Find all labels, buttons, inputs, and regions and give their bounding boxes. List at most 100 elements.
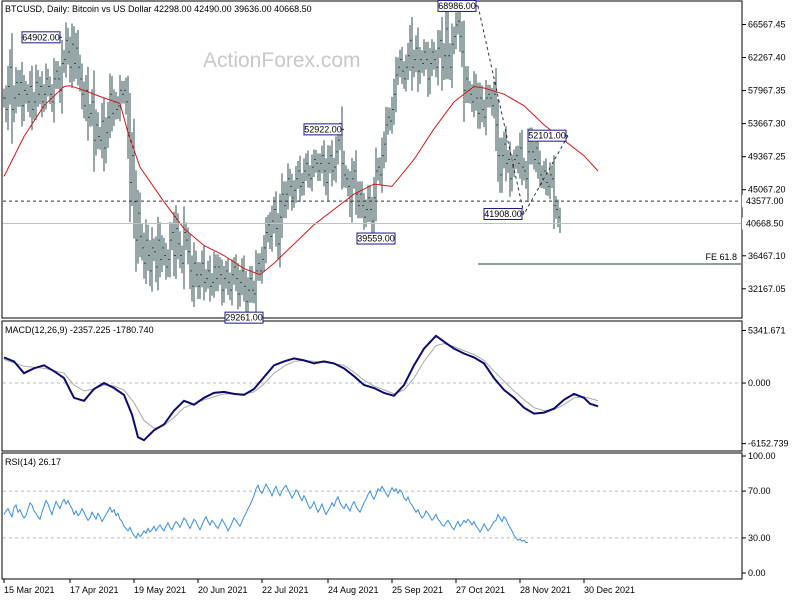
ohlc-bar xyxy=(53,58,55,123)
ohlc-bar xyxy=(351,157,353,223)
ohlc-bar xyxy=(223,265,225,303)
ohlc-bar xyxy=(243,255,245,302)
last-price-tag: 40668.50 xyxy=(746,219,784,229)
ohlc-bar xyxy=(523,157,525,181)
price-chart-header: BTCUSD, Daily: Bitcoin vs US Dollar 4229… xyxy=(5,4,312,14)
ohlc-bar xyxy=(373,177,375,242)
ohlc-bar xyxy=(281,173,283,238)
ohlc-bar xyxy=(413,49,415,78)
ohlc-bar xyxy=(205,269,207,292)
ohlc-bar xyxy=(539,150,541,188)
ohlc-bar xyxy=(141,223,143,261)
rsi-line xyxy=(3,482,529,544)
price-annotation: 41908.00 xyxy=(483,207,524,220)
y-tick-label: 32167.05 xyxy=(748,284,786,294)
y-tick-label: 66567.45 xyxy=(748,20,786,30)
ohlc-bar xyxy=(505,126,507,182)
ohlc-bar xyxy=(303,158,305,196)
ohlc-bar xyxy=(207,260,209,289)
ohlc-bar xyxy=(133,118,135,239)
watermark: ActionForex.com xyxy=(203,49,361,72)
ohlc-bar xyxy=(277,213,279,260)
macd-y-tick-label: -6152.739 xyxy=(748,439,789,449)
ohlc-bar xyxy=(87,66,89,141)
ohlc-bar xyxy=(163,237,165,266)
ohlc-bar xyxy=(283,181,285,219)
ohlc-bar xyxy=(199,262,201,299)
ohlc-bar xyxy=(359,181,361,219)
y-tick-label: 45067.20 xyxy=(748,185,786,195)
ohlc-bar xyxy=(135,170,137,272)
ohlc-bar xyxy=(71,23,73,89)
ohlc-bar xyxy=(369,185,371,223)
ohlc-bar xyxy=(61,40,63,114)
ohlc-bar xyxy=(33,91,35,120)
ohlc-bar xyxy=(257,253,259,281)
ohlc-bar xyxy=(147,224,149,271)
ohlc-bar xyxy=(97,112,99,150)
annotation-label: 41908.00 xyxy=(484,209,522,219)
x-tick-label: 15 Mar 2021 xyxy=(4,585,55,595)
rsi-header: RSI(14) 26.17 xyxy=(5,457,61,467)
ohlc-bar xyxy=(231,259,233,306)
ohlc-bar xyxy=(255,250,257,315)
ohlc-bar xyxy=(31,65,33,131)
ohlc-bar xyxy=(347,168,349,197)
ohlc-bar xyxy=(429,48,431,95)
ohlc-bar xyxy=(417,27,419,92)
ohlc-bar xyxy=(245,270,247,317)
ohlc-bar xyxy=(513,149,515,178)
rsi-plot xyxy=(3,482,741,544)
ohlc-bar xyxy=(453,26,455,55)
ohlc-bar xyxy=(329,145,331,174)
price-annotation: 52101.00 xyxy=(527,129,568,142)
ohlc-bar xyxy=(119,74,121,122)
ohlc-bar xyxy=(433,41,435,70)
ohlc-bar xyxy=(485,79,487,136)
ohlc-bar xyxy=(209,255,211,302)
ohlc-bar xyxy=(19,69,21,107)
ohlc-bar xyxy=(461,21,463,68)
ohlc-bar xyxy=(123,80,125,104)
ohlc-bar xyxy=(3,88,5,108)
ohlc-bar xyxy=(423,39,425,77)
ohlc-bar xyxy=(381,137,383,193)
ohlc-bar xyxy=(167,249,169,278)
price-annotation: 52922.00 xyxy=(303,123,344,136)
ohlc-bar xyxy=(23,74,25,122)
ohlc-bar xyxy=(95,109,97,156)
ohlc-bar xyxy=(5,85,7,123)
price-annotation: 68986.00 xyxy=(437,0,478,12)
x-tick-label: 27 Oct 2021 xyxy=(456,585,505,595)
ohlc-bar xyxy=(311,154,313,192)
ohlc-bar xyxy=(225,260,227,289)
ohlc-bar xyxy=(211,272,213,296)
price-plot: FE 61.8 64902.00 29261.00 52922.00 39559.00 6… xyxy=(3,0,741,324)
macd-pane-frame xyxy=(1,320,743,452)
ohlc-bar xyxy=(263,235,265,273)
ohlc-bar xyxy=(149,240,151,287)
ohlc-bar xyxy=(9,49,11,105)
ohlc-bar xyxy=(261,246,263,284)
ohlc-bar xyxy=(7,65,9,131)
ohlc-bar xyxy=(509,141,511,197)
x-tick-label: 30 Dec 2021 xyxy=(584,585,635,595)
ohlc-bar xyxy=(465,66,467,104)
macd-y-tick-label: 5341.671 xyxy=(748,325,786,335)
ohlc-bar xyxy=(47,68,49,97)
ohlc-bar xyxy=(503,131,505,169)
x-tick-label: 25 Sep 2021 xyxy=(392,585,443,595)
ohlc-bar xyxy=(333,157,335,181)
ohlc-bar xyxy=(443,43,445,80)
ohlc-bar xyxy=(409,25,411,72)
ohlc-bar xyxy=(437,30,439,86)
ohlc-bar xyxy=(203,245,205,301)
ohlc-bar xyxy=(427,41,429,97)
ohlc-bar xyxy=(15,67,17,114)
ohlc-bar xyxy=(99,127,101,150)
ohlc-bar xyxy=(219,257,221,285)
ohlc-bar xyxy=(55,61,57,89)
ohlc-bar xyxy=(553,155,555,230)
ohlc-bar xyxy=(385,106,387,163)
ohlc-bar xyxy=(201,250,203,288)
